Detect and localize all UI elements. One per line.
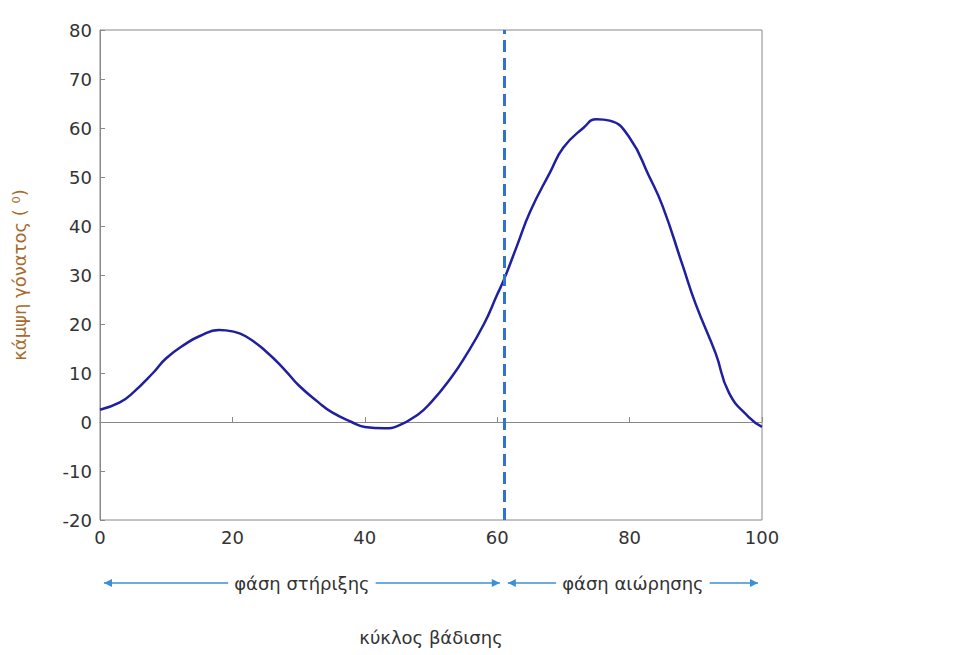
svg-text:40: 40	[353, 527, 376, 548]
svg-text:-10: -10	[63, 461, 92, 482]
svg-text:κύκλος βάδισης: κύκλος βάδισης	[359, 627, 502, 648]
svg-text:20: 20	[69, 314, 92, 335]
svg-text:50: 50	[69, 167, 92, 188]
svg-text:0: 0	[81, 412, 92, 433]
svg-text:30: 30	[69, 265, 92, 286]
svg-text:80: 80	[618, 527, 641, 548]
svg-text:κάμψη γόνατος ( ⁰): κάμψη γόνατος ( ⁰)	[9, 189, 30, 361]
svg-text:60: 60	[69, 118, 92, 139]
svg-text:φάση στήριξης: φάση στήριξης	[234, 573, 369, 594]
svg-text:0: 0	[94, 527, 105, 548]
svg-text:60: 60	[486, 527, 509, 548]
svg-text:-20: -20	[63, 510, 92, 531]
svg-text:φάση αιώρησης: φάση αιώρησης	[562, 573, 704, 594]
svg-text:10: 10	[69, 363, 92, 384]
svg-text:70: 70	[69, 69, 92, 90]
svg-text:100: 100	[745, 527, 779, 548]
svg-text:40: 40	[69, 216, 92, 237]
svg-text:20: 20	[221, 527, 244, 548]
svg-text:80: 80	[69, 20, 92, 41]
